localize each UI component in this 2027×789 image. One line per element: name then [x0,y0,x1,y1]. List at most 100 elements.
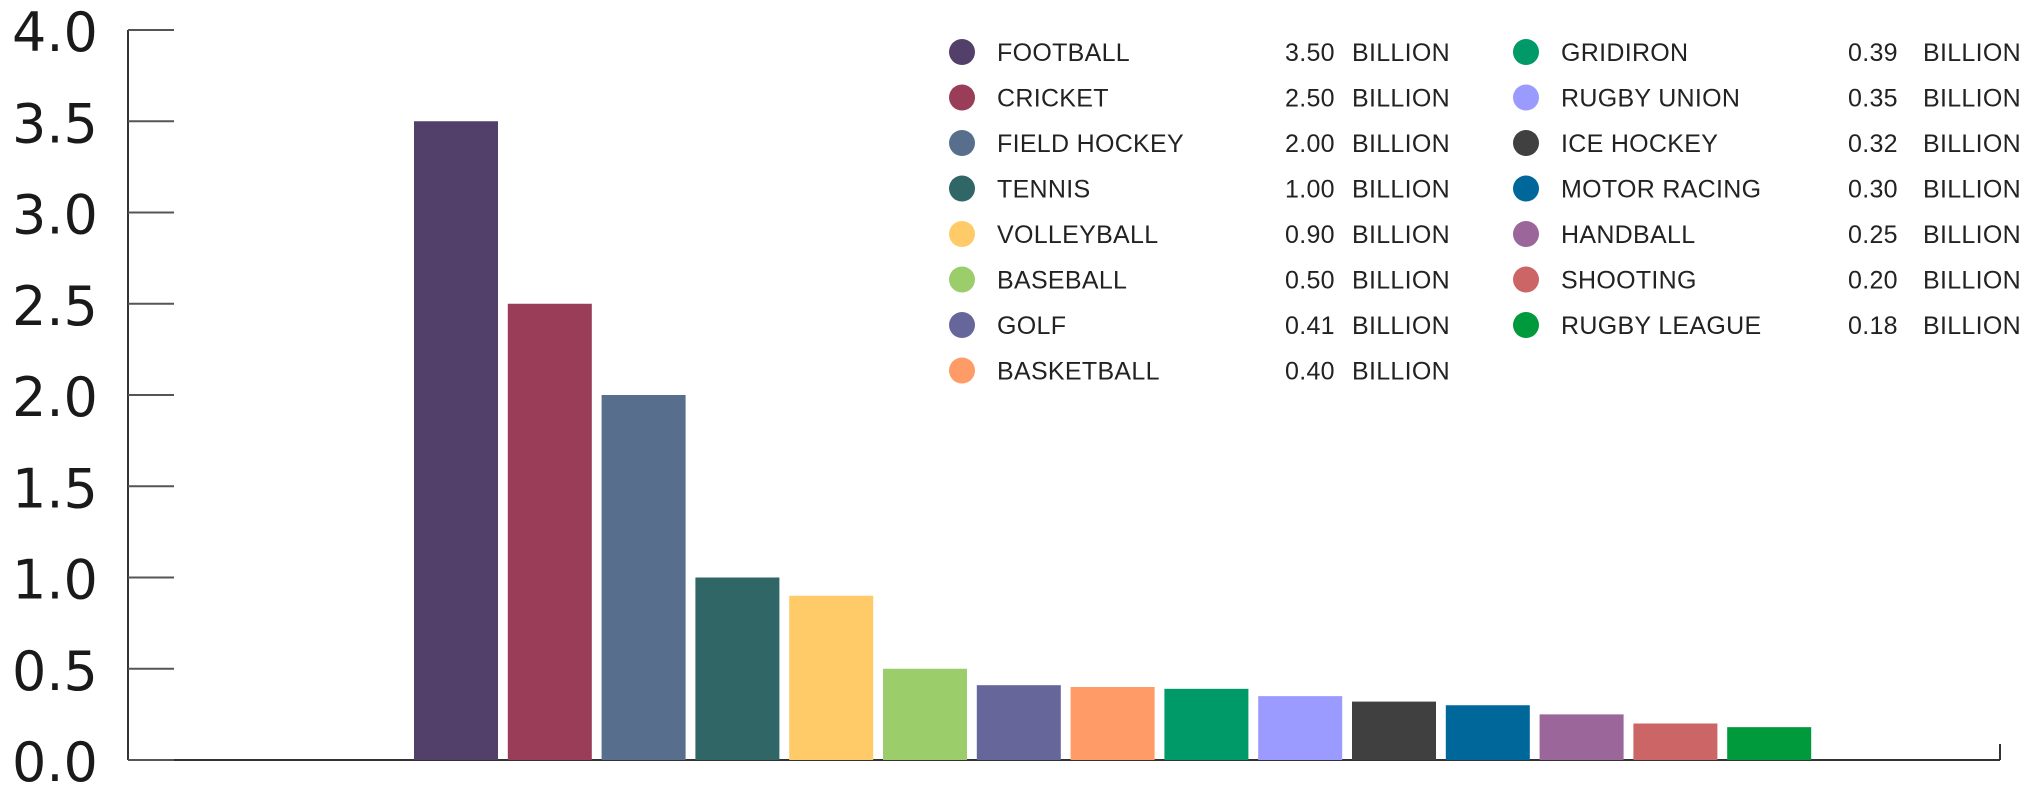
legend-swatch [1513,266,1539,293]
y-tick-label: 2.5 [12,275,98,338]
legend-unit: BILLION [1923,176,2021,204]
legend-label: BASKETBALL [997,358,1160,386]
legend-value: 0.35 [1848,85,1898,113]
y-tick-label: 2.0 [12,366,98,429]
legend-unit: BILLION [1923,85,2021,113]
legend-item-volleyball: VOLLEYBALL 0.90 BILLION [949,221,1450,249]
legend-value: 0.25 [1848,221,1898,249]
legend-swatch [949,39,975,65]
legend-label: ICE HOCKEY [1561,130,1718,158]
legend-unit: BILLION [1923,267,2021,295]
legend-value: 0.90 [1285,221,1335,249]
y-tick-label: 3.0 [12,184,98,247]
legend-swatch [1513,130,1539,156]
legend-swatch [1513,39,1539,65]
bar-motor-racing [1445,705,1530,760]
legend-item-rugby-union: RUGBY UNION 0.35 BILLION [1513,84,2021,113]
legend-swatch [1513,312,1539,338]
y-tick-label: 1.5 [12,457,98,520]
bar-baseball [883,668,967,760]
legend-item-handball: HANDBALL 0.25 BILLION [1513,221,2021,249]
y-tick-label: 0.0 [12,731,98,789]
bar-cricket [507,303,592,760]
bars [414,121,1812,760]
legend-item-football: FOOTBALL 3.50 BILLION [949,39,1450,67]
legend-swatch [1513,175,1539,202]
legend-unit: BILLION [1352,221,1450,249]
y-tick-label: 0.5 [12,640,98,703]
legend-unit: BILLION [1352,176,1450,204]
legend-swatch [949,130,975,156]
legend-value: 0.18 [1848,312,1898,340]
legend-label: FIELD HOCKEY [997,130,1184,158]
legend-value: 2.00 [1285,130,1335,158]
legend-value: 2.50 [1285,85,1335,113]
legend-label: BASEBALL [997,267,1127,295]
legend-item-field-hockey: FIELD HOCKEY 2.00 BILLION [949,130,1450,158]
legend-item-rugby-league: RUGBY LEAGUE 0.18 BILLION [1513,312,2021,340]
legend-label: RUGBY UNION [1561,85,1740,113]
legend-label: MOTOR RACING [1561,176,1761,204]
legend-unit: BILLION [1352,358,1450,386]
legend-item-baseball: BASEBALL 0.50 BILLION [949,266,1450,295]
legend-item-shooting: SHOOTING 0.20 BILLION [1513,266,2021,295]
legend-unit: BILLION [1352,130,1450,158]
legend-item-ice-hockey: ICE HOCKEY 0.32 BILLION [1513,130,2021,158]
legend-value: 0.39 [1848,39,1898,67]
legend-value: 0.50 [1285,267,1335,295]
legend-swatch [949,175,975,202]
legend-swatch [949,221,975,247]
legend-item-basketball: BASKETBALL 0.40 BILLION [949,357,1450,386]
legend-label: VOLLEYBALL [997,221,1158,249]
legend-unit: BILLION [1923,312,2021,340]
legend-label: CRICKET [997,85,1109,113]
bar-football [414,121,498,760]
bar-gridiron [1164,688,1249,760]
bar-shooting [1633,723,1718,760]
bar-ice-hockey [1352,701,1436,760]
bar-handball [1539,714,1624,760]
legend-swatch [949,312,975,338]
legend-label: FOOTBALL [997,39,1130,67]
bar-rugby-union [1258,696,1343,760]
legend-label: HANDBALL [1561,221,1695,249]
legend-value: 0.32 [1848,130,1898,158]
legend-item-gridiron: GRIDIRON 0.39 BILLION [1513,39,2021,67]
legend-unit: BILLION [1352,267,1450,295]
legend-unit: BILLION [1352,312,1450,340]
legend-value: 3.50 [1285,39,1335,67]
axes: 0.0 0.5 1.0 1.5 2.0 2.5 3.0 3.5 4.0 [12,1,2001,789]
legend-label: GOLF [997,312,1066,340]
y-tick-label: 3.5 [12,92,98,155]
legend-value: 1.00 [1285,176,1335,204]
legend-swatch [949,266,975,293]
bar-field-hockey [601,395,686,760]
legend-item-tennis: TENNIS 1.00 BILLION [949,175,1450,204]
legend-unit: BILLION [1352,39,1450,67]
legend-unit: BILLION [1923,130,2021,158]
legend-label: TENNIS [997,176,1090,204]
legend-swatch [949,357,975,384]
legend-swatch [1513,221,1539,247]
legend-label: GRIDIRON [1561,39,1688,67]
bar-tennis [695,577,780,760]
bar-volleyball [789,595,874,760]
y-tick-label: 1.0 [12,549,98,612]
legend-item-golf: GOLF 0.41 BILLION [949,312,1450,340]
bar-basketball [1070,687,1155,760]
legend-swatch [1513,84,1539,111]
legend-unit: BILLION [1352,85,1450,113]
legend-value: 0.20 [1848,267,1898,295]
legend-label: SHOOTING [1561,267,1697,295]
bar-golf [976,685,1061,760]
legend-unit: BILLION [1923,221,2021,249]
legend-unit: BILLION [1923,39,2021,67]
legend-value: 0.40 [1285,358,1335,386]
y-tick-label: 4.0 [12,1,98,64]
legend-value: 0.30 [1848,176,1898,204]
legend-value: 0.41 [1285,312,1335,340]
legend-swatch [949,84,975,111]
legend-item-cricket: CRICKET 2.50 BILLION [949,84,1450,113]
